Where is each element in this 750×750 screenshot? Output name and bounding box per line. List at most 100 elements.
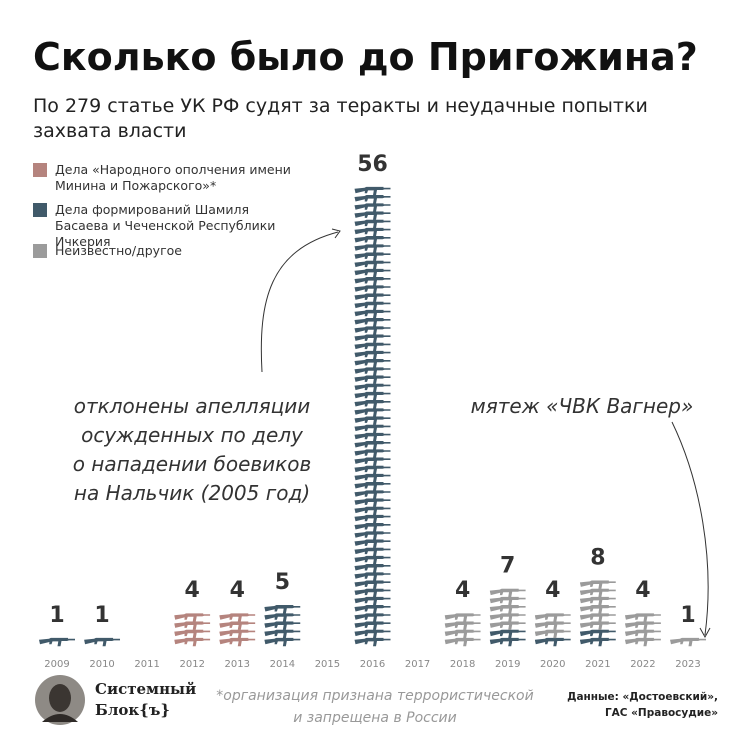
icon: [579, 605, 616, 614]
icon: [354, 186, 391, 196]
x-tick-label: 2013: [225, 659, 250, 670]
total-label: 4: [635, 578, 650, 603]
annotation: о нападении боевиков: [73, 452, 312, 476]
x-tick-label: 2020: [540, 659, 565, 670]
brand: Блок{ъ}: [95, 701, 170, 719]
icon: [354, 523, 391, 532]
icon: [354, 547, 391, 557]
icon: [489, 629, 526, 639]
icon: [624, 629, 661, 639]
icon: [624, 637, 661, 647]
segment: [444, 613, 481, 647]
icon: [354, 285, 391, 294]
subtitle: По 279 статье УК РФ судят за теракты и н…: [33, 95, 648, 117]
icon: [354, 441, 391, 450]
legend-swatch: [33, 163, 47, 177]
icon: [354, 400, 391, 409]
icon: [354, 293, 391, 302]
icon: [579, 629, 616, 639]
icon: [670, 637, 706, 647]
icon: [354, 531, 391, 540]
icon: [174, 629, 211, 639]
icon: [489, 596, 526, 606]
segment: [489, 588, 526, 630]
icon: [174, 613, 211, 622]
icon: [354, 195, 391, 204]
icon: [489, 588, 526, 598]
icon: [354, 506, 391, 516]
arrow-head: [331, 228, 341, 239]
icon: [264, 613, 301, 622]
legend-label: Неизвестно/другое: [55, 243, 182, 258]
logo-face: [49, 684, 71, 712]
icon: [354, 605, 391, 614]
x-tick-label: 2023: [675, 659, 700, 670]
segment: [534, 613, 571, 639]
icon: [354, 326, 391, 335]
brand: Системный: [95, 680, 196, 698]
icon: [354, 637, 391, 647]
icon: [354, 227, 391, 237]
x-tick-label: 2010: [89, 659, 114, 670]
icon: [489, 621, 526, 630]
subtitle: захвата власти: [33, 120, 186, 142]
icon: [354, 539, 391, 548]
x-tick-label: 2015: [315, 659, 340, 670]
icon: [534, 629, 571, 639]
segment: [39, 637, 75, 647]
annotation: отклонены апелляции: [74, 394, 310, 418]
icon: [354, 252, 391, 261]
icon: [264, 637, 301, 647]
annotation: на Нальчик (2005 год): [74, 481, 310, 505]
x-tick-label: 2022: [630, 659, 655, 670]
icon: [354, 424, 391, 434]
x-tick-label: 2009: [44, 659, 69, 670]
icon: [354, 465, 391, 475]
legend-item: Неизвестно/другое: [33, 243, 303, 259]
icon: [444, 613, 481, 622]
segment: [174, 613, 211, 647]
segment: [219, 613, 256, 647]
icon: [624, 613, 661, 622]
icon: [219, 629, 256, 639]
icon: [354, 375, 391, 384]
total-label: 56: [357, 152, 388, 177]
icon: [354, 572, 391, 581]
icon: [579, 588, 616, 598]
icon: [579, 580, 616, 589]
total-label: 1: [94, 603, 109, 628]
segment: [264, 605, 301, 647]
footnote: *организация признана террористической: [216, 688, 533, 704]
total-label: 1: [680, 603, 695, 628]
icon: [489, 605, 526, 614]
icon: [354, 555, 391, 565]
segment: [670, 637, 706, 647]
icon: [219, 621, 256, 630]
icon: [579, 613, 616, 622]
icon: [354, 621, 391, 630]
icon: [219, 613, 256, 622]
total-label: 7: [500, 554, 515, 579]
legend-label: Дела «Народного ополчения имени Минина и…: [55, 162, 291, 193]
icon: [354, 244, 391, 253]
icon: [534, 613, 571, 622]
icon: [354, 383, 391, 393]
segment: [489, 629, 526, 647]
legend-swatch: [33, 203, 47, 217]
icon: [579, 621, 616, 630]
icon: [84, 637, 121, 647]
legend-item: Дела формирований Шамиля Басаева и Чечен…: [33, 202, 303, 250]
icon: [354, 490, 391, 499]
icon: [354, 514, 391, 524]
icon: [354, 268, 391, 278]
source: ГАС «Правосудие»: [605, 707, 718, 719]
icon: [354, 457, 391, 466]
icon: [579, 596, 616, 606]
total-label: 4: [185, 578, 200, 603]
icon: [534, 621, 571, 630]
legend-item: Дела «Народного ополчения имени Минина и…: [33, 162, 303, 194]
icon: [624, 621, 661, 630]
icon: [354, 277, 391, 286]
icon: [354, 408, 391, 417]
